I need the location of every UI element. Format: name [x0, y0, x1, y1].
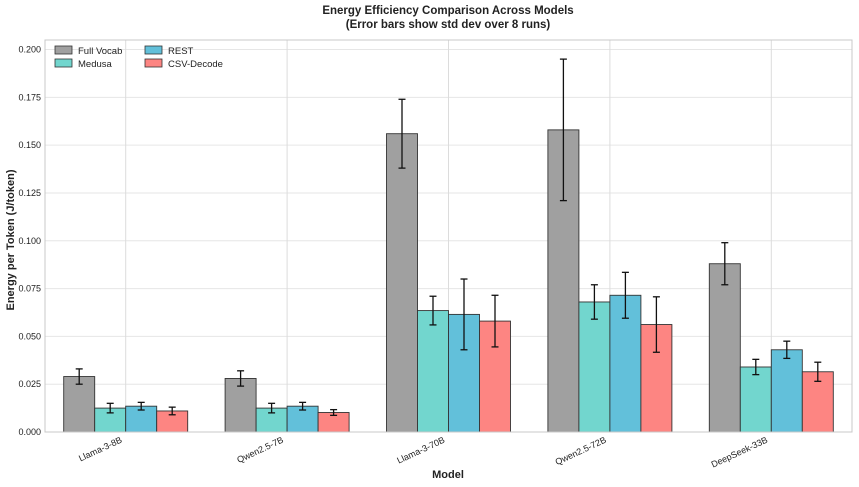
bar — [578, 301, 611, 433]
bar — [386, 133, 418, 433]
bar — [417, 310, 449, 433]
bar — [708, 263, 741, 433]
plot-frame — [44, 39, 853, 433]
y-tick-label: 0.200 — [18, 45, 41, 55]
x-axis-title: Model — [432, 469, 464, 481]
legend-swatch — [54, 45, 73, 55]
y-tick-label: 0.125 — [18, 188, 41, 198]
x-tick-label: DeepSeek-33B — [710, 435, 770, 470]
x-tick-label: Llama-3-8B — [77, 435, 123, 464]
plot-area: 0.000 0.025 0.050 0.075 0.100 0.125 0.150 0.175… — [18, 39, 853, 470]
bar — [224, 378, 257, 433]
y-tick-label: 0.175 — [18, 92, 41, 102]
x-tick-label: Qwen2.5-7B — [235, 435, 285, 465]
bar — [770, 349, 803, 433]
y-tick-label: 0.000 — [18, 427, 41, 437]
y-tick-label: 0.150 — [18, 140, 41, 150]
legend-swatch — [144, 45, 163, 55]
legend-label: Full Vocab — [78, 46, 122, 57]
y-tick-label: 0.100 — [18, 236, 41, 246]
x-tick-label: Qwen2.5-72B — [554, 435, 608, 467]
legend-swatch — [54, 58, 73, 68]
chart-subtitle: (Error bars show std dev over 8 runs) — [346, 19, 551, 31]
legend-label: REST — [168, 46, 194, 57]
legend-swatch — [144, 58, 163, 68]
bar — [63, 376, 96, 433]
legend-label: Medusa — [78, 59, 113, 70]
y-tick-label: 0.050 — [18, 331, 41, 341]
y-tick-label: 0.025 — [18, 379, 41, 389]
y-axis-title: Energy per Token (J/token) — [5, 169, 17, 310]
chart-title: Energy Efficiency Comparison Across Mode… — [322, 5, 573, 17]
x-tick-label: Llama-3-70B — [395, 435, 446, 466]
bar — [739, 366, 772, 433]
legend-label: CSV-Decode — [168, 59, 223, 70]
y-tick-label: 0.075 — [18, 284, 41, 294]
